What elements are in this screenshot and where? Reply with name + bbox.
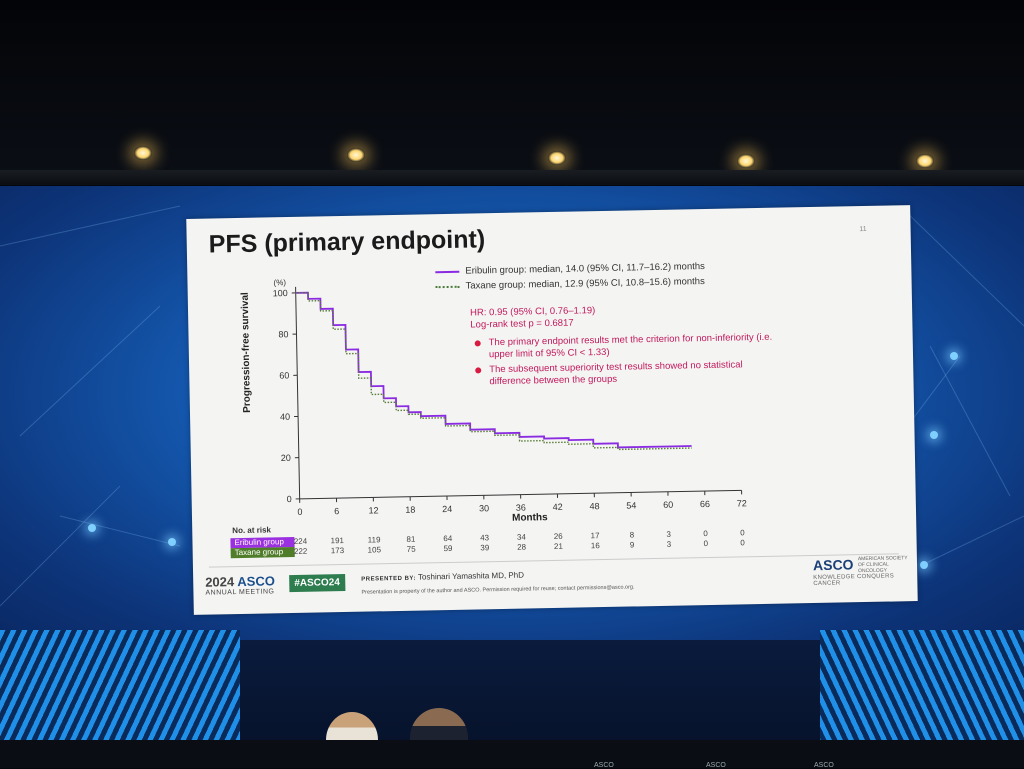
risk-cell: 34 xyxy=(509,532,533,542)
stats-block: HR: 0.95 (95% CI, 0.76–1.19) Log-rank te… xyxy=(470,305,596,331)
meeting-sub: ANNUAL MEETING xyxy=(205,588,275,596)
bullet-item: The subsequent superiority test results … xyxy=(475,359,775,389)
x-axis-label: Months xyxy=(512,512,548,524)
risk-cell: 3 xyxy=(657,530,681,540)
x-tick-label: 18 xyxy=(405,505,415,515)
risk-cell: 39 xyxy=(473,543,497,553)
network-node xyxy=(930,431,938,439)
asco-logo: ASCO AMERICAN SOCIETY OF CLINICAL ONCOLO… xyxy=(813,555,918,587)
x-tick-label: 72 xyxy=(737,498,747,508)
x-tick-label: 54 xyxy=(626,500,636,510)
risk-cell: 0 xyxy=(730,528,754,538)
risk-cell: 64 xyxy=(436,534,460,544)
x-tick-label: 66 xyxy=(700,499,710,509)
asco-logo-text: ASCO xyxy=(813,556,854,573)
x-tick-label: 30 xyxy=(479,503,489,513)
network-node xyxy=(88,524,96,532)
ceiling-light xyxy=(347,148,365,162)
bullet-dot-icon xyxy=(475,367,481,373)
x-tick-label: 24 xyxy=(442,504,452,514)
ceiling-light xyxy=(916,154,934,168)
meeting-logo: 2024 ASCO ANNUAL MEETING xyxy=(205,573,275,596)
x-tick-label: 48 xyxy=(589,501,599,511)
risk-cell: 17 xyxy=(583,531,607,541)
y-unit-label: (%) xyxy=(273,278,286,287)
risk-row-label: Taxane group xyxy=(231,547,295,558)
ceiling-light xyxy=(134,146,152,160)
x-tick-label: 6 xyxy=(334,506,339,516)
y-tick-label: 40 xyxy=(280,412,290,422)
ceiling-truss xyxy=(0,170,1024,184)
presented-by-key: PRESENTED BY: xyxy=(361,576,416,583)
risk-cell: 222 xyxy=(289,547,313,557)
legend-taxane-label: Taxane group: median, 12.9 (95% CI, 10.8… xyxy=(466,276,705,292)
ceiling-light xyxy=(737,154,755,168)
risk-cell: 59 xyxy=(436,544,460,554)
network-node xyxy=(950,352,958,360)
bullet-dot-icon xyxy=(475,340,481,346)
bullet-text: The subsequent superiority test results … xyxy=(489,359,775,388)
meeting-org: ASCO xyxy=(237,573,275,589)
risk-cell: 0 xyxy=(693,529,717,539)
y-tick-label: 60 xyxy=(279,370,289,380)
risk-cell: 43 xyxy=(473,533,497,543)
y-tick-label: 100 xyxy=(273,288,288,298)
y-tick-label: 80 xyxy=(278,329,288,339)
risk-cell: 75 xyxy=(399,545,423,555)
y-axis-label: Progression-free survival xyxy=(240,292,253,413)
meeting-year: 2024 xyxy=(205,574,234,590)
venue-ceiling xyxy=(0,0,1024,185)
x-tick-label: 0 xyxy=(297,507,302,517)
risk-cell: 0 xyxy=(731,538,755,548)
presenter-name: Toshinari Yamashita MD, PhD xyxy=(418,571,524,582)
risk-cell: 21 xyxy=(546,542,570,552)
solid-line-icon xyxy=(435,270,459,272)
risk-cell: 16 xyxy=(583,541,607,551)
x-tick-label: 12 xyxy=(368,505,378,515)
chart-legend: Eribulin group: median, 14.0 (95% CI, 11… xyxy=(435,261,705,296)
risk-cell: 191 xyxy=(325,536,349,546)
bullet-text: The primary endpoint results met the cri… xyxy=(489,332,775,361)
y-tick-label: 0 xyxy=(287,494,292,504)
risk-cell: 26 xyxy=(546,532,570,542)
asco-tagline: KNOWLEDGE CONQUERS CANCER xyxy=(813,573,917,587)
risk-cell: 173 xyxy=(325,546,349,556)
hashtag-badge: #ASCO24 xyxy=(289,574,345,592)
y-axis-line xyxy=(296,287,300,499)
risk-cell: 8 xyxy=(620,530,644,540)
logrank-test: Log-rank test p = 0.6817 xyxy=(470,317,595,331)
stage-stripes-left xyxy=(0,630,240,750)
asco-logo-subtext: AMERICAN SOCIETY OF CLINICAL ONCOLOGY xyxy=(858,555,908,574)
risk-table-title: No. at risk xyxy=(232,525,271,535)
risk-cell: 9 xyxy=(620,540,644,550)
dotted-line-icon xyxy=(436,285,460,287)
y-tick-label: 20 xyxy=(281,453,291,463)
risk-cell: 28 xyxy=(510,542,534,552)
risk-cell: 0 xyxy=(694,539,718,549)
risk-cell: 81 xyxy=(399,535,423,545)
risk-cell: 119 xyxy=(362,535,386,545)
risk-cell: 3 xyxy=(657,540,681,550)
copyright-notice: Presentation is property of the author a… xyxy=(361,584,634,595)
bullet-item: The primary endpoint results met the cri… xyxy=(475,332,775,362)
ceiling-light xyxy=(548,151,566,165)
risk-cell: 224 xyxy=(288,537,312,547)
legend-item-taxane: Taxane group: median, 12.9 (95% CI, 10.8… xyxy=(436,276,706,292)
presenter-credit: PRESENTED BY: Toshinari Yamashita MD, Ph… xyxy=(361,571,524,583)
x-tick-label: 42 xyxy=(553,502,563,512)
network-node xyxy=(168,538,176,546)
bullet-list: The primary endpoint results met the cri… xyxy=(475,332,776,392)
risk-cell: 105 xyxy=(362,545,386,555)
stage-stripes-right xyxy=(820,630,1024,750)
x-tick-label: 60 xyxy=(663,500,673,510)
x-tick-label: 36 xyxy=(516,503,526,513)
panel-desk xyxy=(0,740,1024,768)
network-node xyxy=(920,561,928,569)
